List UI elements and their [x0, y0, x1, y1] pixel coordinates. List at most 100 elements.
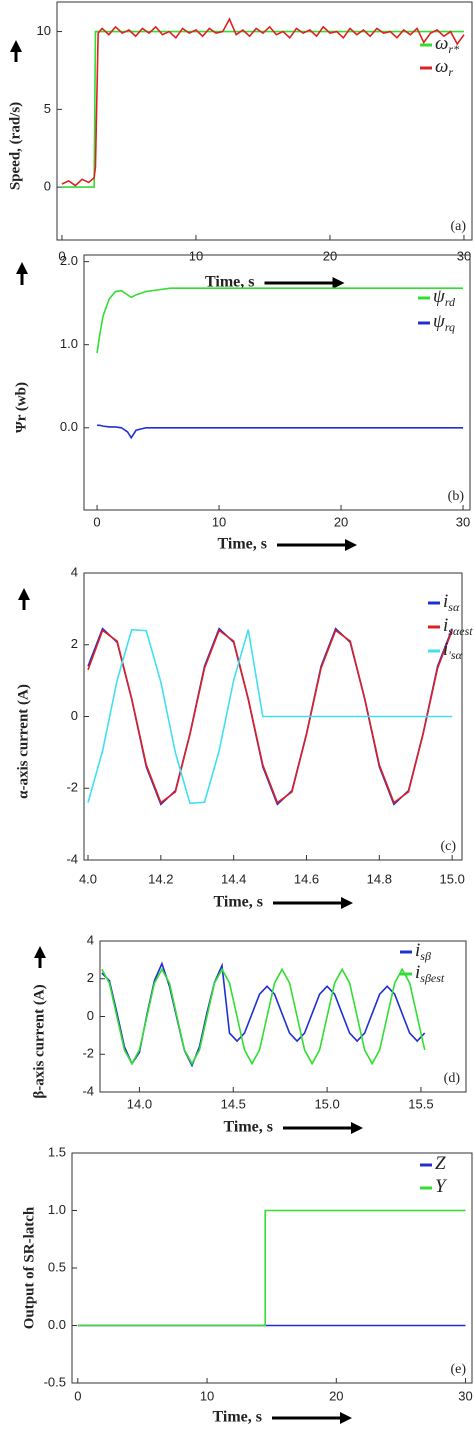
x-tick-label: 20 — [323, 248, 337, 263]
panel-label: (b) — [448, 489, 465, 504]
x-tick-label: 4.0 — [79, 871, 97, 886]
y-tick-label: 0.5 — [48, 1259, 66, 1274]
y-tick-label: 0 — [87, 1008, 94, 1023]
x-axis-label: Time, s — [214, 894, 263, 911]
x-tick-label: 30 — [456, 514, 470, 529]
legend-sub: r* — [448, 42, 459, 56]
legend-main: i — [443, 615, 448, 636]
x-axis-label: Time, s — [218, 536, 267, 553]
legend-main: Z — [435, 1153, 446, 1174]
x-tick-label: 10 — [200, 1388, 214, 1403]
series-line — [61, 17, 465, 187]
x-axis-label: Time, s — [224, 1119, 273, 1136]
panel-label: (a) — [450, 219, 466, 234]
arrow-head — [345, 539, 357, 551]
legend-label: isβest — [415, 962, 445, 984]
y-axis-label: Ψr (wb) — [13, 382, 29, 433]
y-tick-label: 0.0 — [60, 419, 78, 434]
y-tick-label: 2 — [87, 970, 94, 985]
x-tick-label: 30 — [458, 1388, 472, 1403]
x-tick-label: 20 — [329, 1388, 343, 1403]
y-axis-label: Speed, (rad/s) — [7, 102, 23, 190]
x-axis-label: Time, s — [205, 274, 254, 291]
legend-label: Z — [435, 1153, 446, 1174]
legend-sub: rq — [445, 320, 455, 334]
legend-label: ωr — [435, 56, 453, 78]
series-line — [61, 30, 464, 188]
legend-main: ω — [435, 33, 448, 54]
legend-label: i'sα — [443, 639, 463, 661]
legend-main: ψ — [433, 286, 446, 307]
y-tick-label: 10 — [37, 23, 51, 38]
arrow-head — [332, 277, 345, 289]
y-tick-label: 2 — [71, 636, 78, 651]
x-tick-label: 14.6 — [294, 871, 319, 886]
legend-main: ω — [435, 56, 448, 77]
series-line — [96, 287, 464, 354]
y-axis-label: β-axis current (A) — [31, 984, 47, 1098]
arrow-head — [351, 1122, 363, 1134]
y-tick-label: 5 — [44, 101, 51, 116]
y-tick-label: -4 — [82, 1083, 94, 1098]
x-tick-label: 10 — [212, 514, 226, 529]
legend-label: ψrd — [433, 286, 456, 308]
legend-sub: rd — [445, 295, 456, 309]
legend-main: i — [415, 962, 420, 983]
x-tick-label: 20 — [334, 514, 348, 529]
plot-frame — [83, 254, 471, 511]
arrow-head — [18, 588, 30, 600]
arrow-head — [16, 262, 28, 274]
legend-main: i — [443, 639, 448, 660]
series-line — [97, 424, 464, 440]
plot-frame — [71, 1152, 473, 1384]
x-tick-label: 30 — [457, 248, 471, 263]
arrow-head — [341, 897, 353, 909]
series-line — [87, 629, 453, 804]
legend-main: i — [443, 591, 448, 612]
legend-sub: sβ — [420, 949, 431, 963]
series-line — [101, 967, 426, 1066]
x-tick-label: 14.2 — [148, 871, 173, 886]
x-tick-label: 0 — [58, 248, 65, 263]
y-tick-label: -2 — [66, 780, 78, 795]
x-tick-label: 10 — [189, 248, 203, 263]
legend-label: ψrq — [433, 311, 455, 333]
x-tick-label: 0 — [74, 1388, 81, 1403]
y-tick-label: 1.5 — [48, 1144, 66, 1159]
x-tick-label: 14.0 — [127, 1096, 152, 1111]
y-tick-label: 0 — [71, 708, 78, 723]
legend-label: Y — [435, 1176, 448, 1197]
panel-label: (c) — [440, 839, 456, 854]
legend-sub: sα — [448, 600, 460, 614]
x-tick-label: 15.0 — [314, 1096, 339, 1111]
legend-main: ψ — [433, 311, 446, 332]
y-tick-label: 1.0 — [48, 1202, 66, 1217]
x-tick-label: 15.0 — [440, 871, 465, 886]
y-tick-label: 2.0 — [60, 253, 78, 268]
arrow-head — [10, 40, 22, 52]
legend-main: i — [415, 940, 420, 961]
legend-sub: r — [448, 65, 453, 79]
legend-sub: sβest — [420, 971, 445, 985]
y-axis-label: α-axis current (A) — [15, 684, 31, 799]
legend-sub: 'sα — [448, 648, 462, 662]
x-axis-label: Time, s — [213, 1409, 262, 1426]
x-tick-label: 14.8 — [367, 871, 392, 886]
legend-label: ωr* — [435, 33, 459, 55]
x-tick-label: 15.5 — [408, 1096, 433, 1111]
y-tick-label: 0.0 — [48, 1317, 66, 1332]
plot-frame — [56, 1, 473, 241]
arrow-head — [340, 1412, 352, 1424]
legend-label: isα — [443, 591, 460, 613]
y-tick-label: 4 — [71, 564, 78, 579]
x-tick-label: 14.5 — [221, 1096, 246, 1111]
y-tick-label: 1.0 — [60, 336, 78, 351]
x-tick-label: 14.4 — [221, 871, 246, 886]
legend-sub: sαest — [448, 624, 473, 638]
y-tick-label: -2 — [82, 1046, 94, 1061]
series-line — [101, 961, 426, 1068]
panel-label: (d) — [444, 1071, 461, 1086]
y-tick-label: 0 — [44, 179, 51, 194]
legend-label: isβ — [415, 940, 431, 962]
